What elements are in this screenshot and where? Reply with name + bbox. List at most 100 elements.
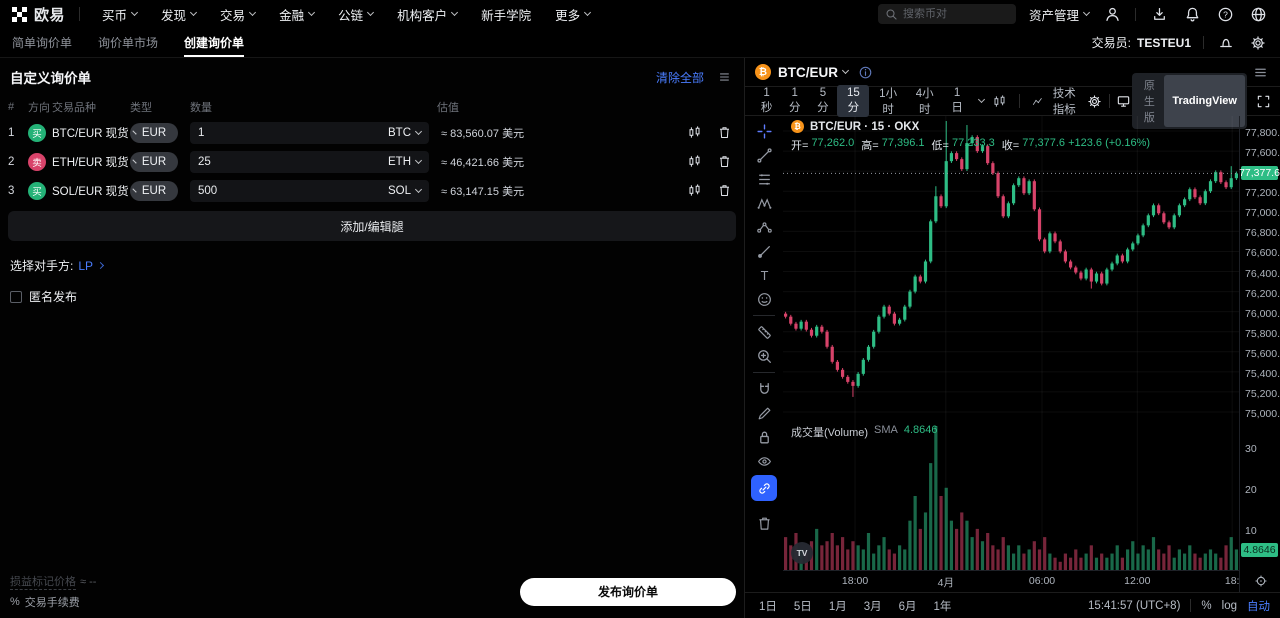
anonymous-checkbox[interactable] xyxy=(10,290,22,303)
chart-canvas[interactable]: ₿ BTC/EUR · 15 · OKX 开= 77,262.0 高= 77,396… xyxy=(783,116,1239,592)
drawing-mode-tool[interactable] xyxy=(750,401,778,425)
volume-chart[interactable] xyxy=(783,422,1239,570)
chart-settings-button[interactable] xyxy=(1087,91,1102,111)
nav-chain[interactable]: 公链 xyxy=(328,0,383,28)
leg-chart-button[interactable] xyxy=(684,181,704,201)
brush-tool[interactable] xyxy=(750,239,778,263)
unit-select[interactable]: SOL xyxy=(380,185,429,197)
interval-5m[interactable]: 5分 xyxy=(809,85,836,117)
instrument-select[interactable]: BTC/EUR 现货 xyxy=(52,125,137,141)
interval-1d[interactable]: 1日 xyxy=(944,85,971,117)
interval-15m[interactable]: 15分 xyxy=(837,85,870,117)
amount-input[interactable] xyxy=(190,155,380,168)
interval-more-button[interactable] xyxy=(972,91,987,111)
okx-logo[interactable]: 欧易 xyxy=(12,4,65,25)
clear-all-button[interactable]: 清除全部 xyxy=(655,70,704,85)
leg-list-settings-button[interactable] xyxy=(714,67,734,87)
trendline-tool[interactable] xyxy=(750,143,778,167)
amount-input[interactable] xyxy=(190,184,380,197)
asset-management-menu[interactable]: 资产管理 xyxy=(1029,5,1091,24)
scale-reset-button[interactable] xyxy=(1254,574,1268,588)
type-pill[interactable]: EUR xyxy=(130,122,178,143)
auto-scale-button[interactable]: 自动 xyxy=(1247,598,1270,614)
sync-drawings-tool[interactable] xyxy=(751,475,777,501)
chart-bottom-bar: 1日 5日 1月 3月 6月 1年 15:41:57 (UTC+8) % log… xyxy=(745,592,1280,618)
maker-hat-button[interactable] xyxy=(1216,33,1236,53)
leg-chart-button[interactable] xyxy=(684,152,704,172)
nav-finance[interactable]: 金融 xyxy=(269,0,324,28)
interval-1m[interactable]: 1分 xyxy=(781,85,808,117)
leg-delete-button[interactable] xyxy=(714,181,734,201)
tab-simple-rfq[interactable]: 简单询价单 xyxy=(12,36,73,50)
native-version-tab[interactable]: 原生版 xyxy=(1134,75,1164,127)
counterparty-select[interactable]: LP xyxy=(78,259,105,273)
range-3mo[interactable]: 3月 xyxy=(864,598,882,614)
tab-create-rfq[interactable]: 创建询价单 xyxy=(184,28,245,57)
range-1y[interactable]: 1年 xyxy=(934,598,952,614)
price-axis[interactable]: 77,377.6 4.8646 77,800.0 77,600.0 77,200.0… xyxy=(1239,116,1280,592)
chart-style-button[interactable] xyxy=(987,92,1012,111)
measure-tool[interactable] xyxy=(750,320,778,344)
profile-button[interactable] xyxy=(1102,4,1122,24)
crosshair-tool[interactable] xyxy=(750,119,778,143)
fib-lines-tool[interactable] xyxy=(750,167,778,191)
fullscreen-button[interactable] xyxy=(1255,91,1272,111)
help-button[interactable]: ? xyxy=(1215,4,1235,24)
add-edit-legs-button[interactable]: 添加/编辑腿 xyxy=(8,211,736,241)
type-pill[interactable]: EUR xyxy=(130,151,178,172)
range-5d[interactable]: 5日 xyxy=(794,598,812,614)
time-axis[interactable]: 18:00 4月 06:00 12:00 18: xyxy=(783,570,1239,592)
chart-layout-button[interactable] xyxy=(1116,91,1131,111)
price-pane[interactable]: ₿ BTC/EUR · 15 · OKX 开= 77,262.0 高= 77,396… xyxy=(783,116,1239,422)
hide-drawings-tool[interactable] xyxy=(750,449,778,473)
forecast-tool[interactable] xyxy=(750,215,778,239)
chart-menu-button[interactable] xyxy=(1250,62,1270,82)
instrument-select[interactable]: ETH/EUR 现货 xyxy=(52,154,137,170)
candlestick-chart[interactable] xyxy=(783,116,1239,422)
leg-delete-button[interactable] xyxy=(714,152,734,172)
tab-rfq-market[interactable]: 询价单市场 xyxy=(98,36,159,50)
pair-selector[interactable]: BTC/EUR xyxy=(778,65,850,80)
lock-drawings-tool[interactable] xyxy=(750,425,778,449)
unit-select[interactable]: ETH xyxy=(380,156,429,168)
nav-discover[interactable]: 发现 xyxy=(151,0,206,28)
tradingview-watermark[interactable]: TV xyxy=(791,542,813,564)
nav-academy[interactable]: 新手学院 xyxy=(481,8,532,23)
leg-delete-button[interactable] xyxy=(714,123,734,143)
range-1d[interactable]: 1日 xyxy=(759,598,777,614)
download-app-button[interactable] xyxy=(1149,4,1169,24)
log-scale-button[interactable]: log xyxy=(1221,599,1237,612)
indicators-button[interactable]: 技术指标 xyxy=(1027,83,1086,119)
nav-more[interactable]: 更多 xyxy=(545,0,600,28)
notifications-button[interactable] xyxy=(1182,4,1202,24)
range-1mo[interactable]: 1月 xyxy=(829,598,847,614)
remove-drawings-tool[interactable] xyxy=(750,511,778,535)
pattern-tool[interactable] xyxy=(750,191,778,215)
text-tool[interactable]: T xyxy=(750,263,778,287)
interval-1s[interactable]: 1秒 xyxy=(753,85,780,117)
unit-select[interactable]: BTC xyxy=(380,127,429,139)
interval-4h[interactable]: 4小时 xyxy=(907,83,943,119)
amount-input[interactable] xyxy=(190,126,380,139)
search-input[interactable] xyxy=(902,8,1009,20)
leg-chart-button[interactable] xyxy=(684,123,704,143)
type-pill[interactable]: EUR xyxy=(130,180,178,201)
submit-rfq-button[interactable]: 发布询价单 xyxy=(520,577,736,606)
nav-institutional[interactable]: 机构客户 xyxy=(387,0,467,28)
nav-trade[interactable]: 交易 xyxy=(210,0,265,28)
nav-buy-crypto[interactable]: 买币 xyxy=(92,0,147,28)
language-button[interactable] xyxy=(1248,4,1268,24)
magnet-tool[interactable] xyxy=(750,377,778,401)
interval-1h[interactable]: 1小时 xyxy=(870,83,906,119)
range-6mo[interactable]: 6月 xyxy=(899,598,917,614)
instrument-select[interactable]: SOL/EUR 现货 xyxy=(52,183,137,199)
percent-scale-button[interactable]: % xyxy=(1201,599,1212,612)
clock[interactable]: 15:41:57 (UTC+8) xyxy=(1088,599,1181,612)
pair-search[interactable] xyxy=(877,4,1016,24)
emoji-tool[interactable] xyxy=(750,287,778,311)
settings-button[interactable] xyxy=(1248,33,1268,53)
zoom-in-tool[interactable] xyxy=(750,344,778,368)
pair-info-button[interactable] xyxy=(855,62,875,82)
tradingview-tab[interactable]: TradingView xyxy=(1164,75,1245,127)
volume-pane[interactable]: 成交量(Volume) SMA 4.8646 TV xyxy=(783,422,1239,570)
